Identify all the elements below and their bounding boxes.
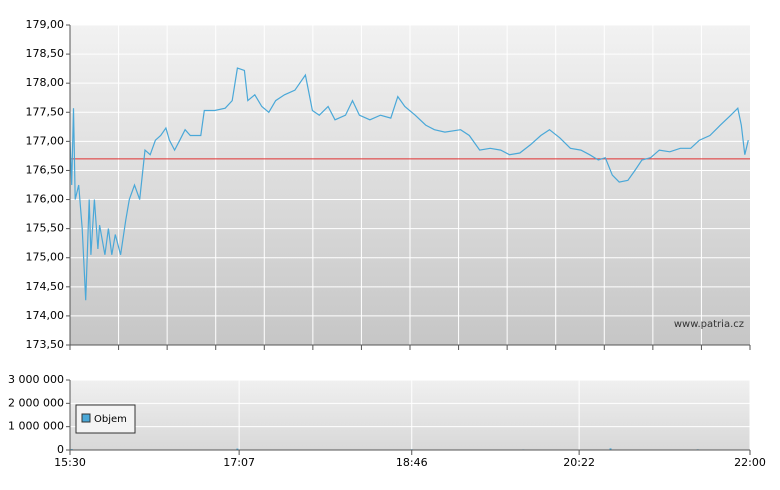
volume-bar <box>609 448 612 450</box>
y-tick-label: 176,00 <box>26 193 65 206</box>
x-tick-label: 22:00 <box>734 456 766 469</box>
volume-bar <box>236 448 239 450</box>
y-tick-label: 175,50 <box>26 222 65 235</box>
price-line <box>69 67 749 301</box>
x-tick-label: 18:46 <box>396 456 428 469</box>
y-tick-label: 2 000 000 <box>8 396 64 409</box>
y-tick-label: 178,00 <box>26 76 65 89</box>
x-tick-label: 17:07 <box>223 456 255 469</box>
y-tick-label: 3 000 000 <box>8 373 64 386</box>
y-tick-label: 0 <box>57 443 64 456</box>
plot-area <box>70 380 750 450</box>
y-tick-label: 175,00 <box>26 251 65 264</box>
y-tick-label: 176,50 <box>26 163 65 176</box>
x-tick-label: 20:22 <box>563 456 595 469</box>
y-tick-label: 174,00 <box>26 309 65 322</box>
legend-swatch <box>81 413 91 423</box>
y-tick-label: 173,50 <box>26 338 65 351</box>
x-tick-label: 15:30 <box>54 456 86 469</box>
watermark: www.patria.cz <box>674 319 744 330</box>
y-tick-label: 178,50 <box>26 47 65 60</box>
y-tick-label: 174,50 <box>26 280 65 293</box>
y-tick-label: 179,00 <box>26 18 65 31</box>
y-tick-label: 177,50 <box>26 105 65 118</box>
y-tick-label: 177,00 <box>26 134 65 147</box>
legend-label: Objem <box>94 414 127 425</box>
y-tick-label: 1 000 000 <box>8 420 64 433</box>
